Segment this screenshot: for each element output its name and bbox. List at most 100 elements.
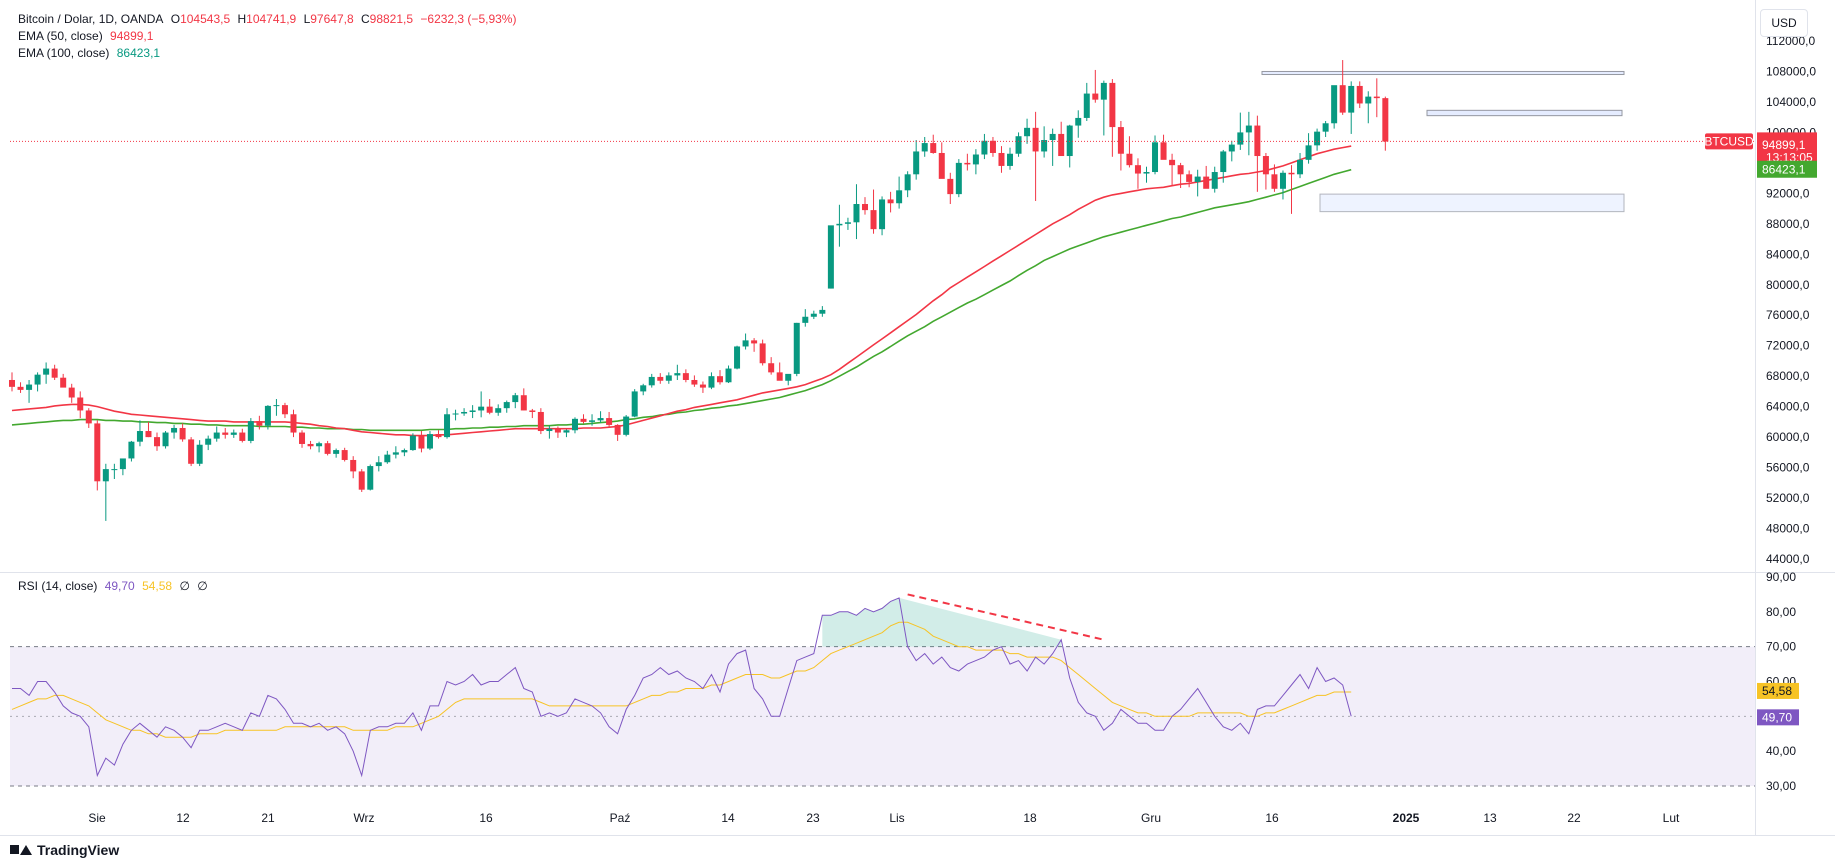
candle-body [904, 174, 911, 191]
candle-body [1356, 85, 1363, 104]
candle-body [708, 376, 715, 388]
candle-body [879, 199, 886, 230]
price-tick-label: 112000,0 [1766, 34, 1815, 48]
candle-body [1152, 142, 1159, 173]
candle-body [452, 413, 459, 415]
candle-body [742, 340, 749, 347]
ema50-tag-bg [1757, 136, 1817, 154]
candle-body [529, 410, 536, 412]
candle-body [43, 368, 50, 375]
time-tick-label: Lut [1663, 811, 1680, 825]
rsi-tick-label: 40,00 [1766, 744, 1796, 758]
ema100-series [11, 168, 1352, 432]
candle-body [128, 441, 135, 459]
rsi-band-fill [10, 646, 1755, 786]
candle-body [1365, 96, 1372, 104]
axes: 112000,0108000,0104000,0100000,096000,09… [88, 34, 1817, 825]
candle-body [136, 431, 143, 442]
candle-body [589, 420, 596, 422]
price-tick-label: 76000,0 [1766, 308, 1810, 322]
candle-body [665, 375, 672, 381]
rsi-ma-line [11, 621, 1352, 738]
candle-body [614, 424, 621, 435]
low-value: 97647,8 [310, 12, 354, 26]
candle-body [1083, 93, 1090, 118]
symbol-legend[interactable]: Bitcoin / Dolar, 1D, OANDA O104543,5 H10… [18, 11, 520, 27]
close-label: C [360, 12, 370, 26]
candle-body [1262, 156, 1269, 175]
ema100-legend[interactable]: EMA (100, close) 86423,1 [18, 45, 164, 61]
candle-body [1109, 82, 1116, 128]
candle-body [606, 418, 613, 425]
ema50-value: 94899,1 [110, 29, 154, 43]
time-tick-label: 23 [806, 811, 820, 825]
candle-body [571, 418, 578, 431]
change-value: −6232,3 (−5,93%) [420, 12, 517, 26]
time-tick-label: 2025 [1393, 811, 1420, 825]
candle-body [938, 152, 945, 179]
ema100-line [11, 168, 1352, 432]
rsi-legend[interactable]: RSI (14, close) 49,70 54,58 ∅ ∅ [18, 578, 212, 594]
candle-body [682, 373, 689, 380]
candle-body [1194, 176, 1201, 182]
candle-body [290, 414, 297, 433]
candle-body [1348, 85, 1355, 113]
candle-body [1203, 176, 1210, 189]
candle-body [631, 391, 638, 417]
ema50-tag: 94899,1 [1762, 138, 1806, 152]
time-tick-label: 12 [176, 811, 190, 825]
candle-body [964, 162, 971, 165]
ema50-line [11, 145, 1352, 437]
candle-body [196, 444, 203, 464]
candle-body [1305, 145, 1312, 160]
candle-body [111, 469, 118, 471]
candle-body [77, 397, 84, 411]
rsi-extra-1: ∅ [179, 579, 190, 593]
candlestick-series [9, 60, 1389, 521]
candle-body [409, 435, 416, 451]
rsi-tick-label: 80,00 [1766, 605, 1796, 619]
candle-body [264, 405, 271, 426]
candle-body [725, 368, 732, 383]
ema50-series [11, 145, 1352, 437]
candle-body [554, 428, 561, 433]
candle-body [316, 443, 323, 447]
price-tick-label: 44000,0 [1766, 552, 1810, 566]
candle-body [1092, 93, 1099, 100]
candle-body [426, 434, 433, 449]
candle-body [341, 450, 348, 460]
candle-body [299, 432, 306, 444]
rsi-ma-value: 54,58 [142, 579, 173, 593]
time-tick-label: 16 [479, 811, 493, 825]
candle-body [444, 414, 451, 438]
symbol-tag: BTCUSD [1704, 134, 1754, 148]
candle-body [1186, 174, 1193, 182]
candle-body [102, 469, 109, 482]
candle-body [281, 405, 288, 415]
candle-body [1117, 127, 1124, 154]
ema100-tag: 86423,1 [1762, 163, 1806, 177]
candle-body [597, 418, 604, 421]
candle-body [60, 377, 67, 388]
candle-body [486, 406, 493, 413]
candle-body [844, 222, 851, 224]
candle-body [401, 450, 408, 453]
candle-body [759, 343, 766, 364]
candle-body [674, 373, 681, 376]
rsi-line [12, 597, 1352, 778]
tradingview-logo[interactable]: TradingView [10, 842, 119, 858]
ema50-legend[interactable]: EMA (50, close) 94899,1 [18, 28, 157, 44]
candle-body [350, 459, 357, 472]
candle-body [520, 395, 527, 411]
resistance-zone-top [1261, 70, 1625, 76]
currency-button[interactable]: USD [1760, 9, 1808, 37]
time-tick-label: Paź [610, 811, 631, 825]
low-label: L [303, 12, 311, 26]
candle-body [162, 432, 169, 447]
high-label: H [237, 12, 247, 26]
annotation-rectangles[interactable] [1261, 70, 1625, 213]
candle-body [1331, 85, 1338, 124]
price-tick-label: 68000,0 [1766, 369, 1810, 383]
candle-body [955, 162, 962, 195]
